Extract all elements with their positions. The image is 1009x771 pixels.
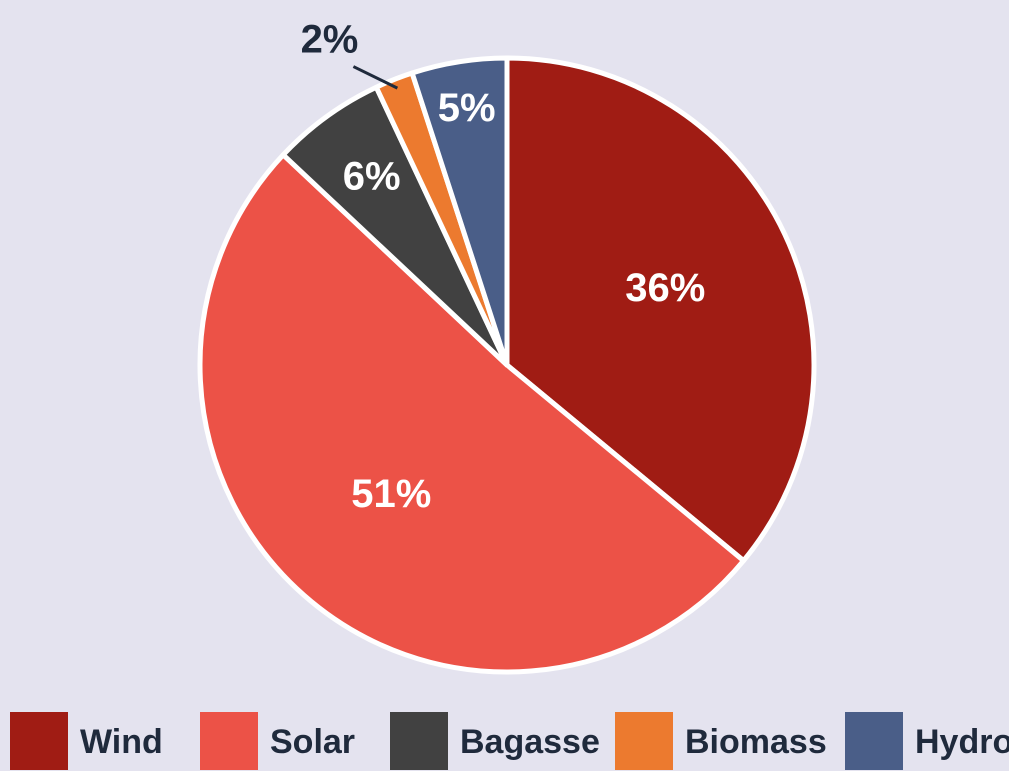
pie-slice — [409, 55, 510, 368]
legend-label: Solar — [270, 723, 355, 761]
legend-swatch — [390, 712, 448, 770]
data-label: 36% — [625, 266, 705, 310]
legend-label: Biomass — [685, 723, 827, 761]
data-label: 2% — [301, 18, 359, 62]
legend-swatch — [615, 712, 673, 770]
pie-slice — [197, 152, 747, 675]
data-label: 5% — [438, 86, 496, 130]
pie-slice — [504, 55, 817, 564]
legend-label: Wind — [80, 723, 163, 761]
leader-line — [352, 65, 399, 90]
data-label: 51% — [351, 472, 431, 516]
legend-swatch — [200, 712, 258, 770]
legend-swatch — [845, 712, 903, 770]
legend-label: Hydro — [915, 723, 1009, 761]
legend-swatch — [10, 712, 68, 770]
legend-label: Bagasse — [460, 723, 600, 761]
data-label: 6% — [343, 154, 401, 198]
